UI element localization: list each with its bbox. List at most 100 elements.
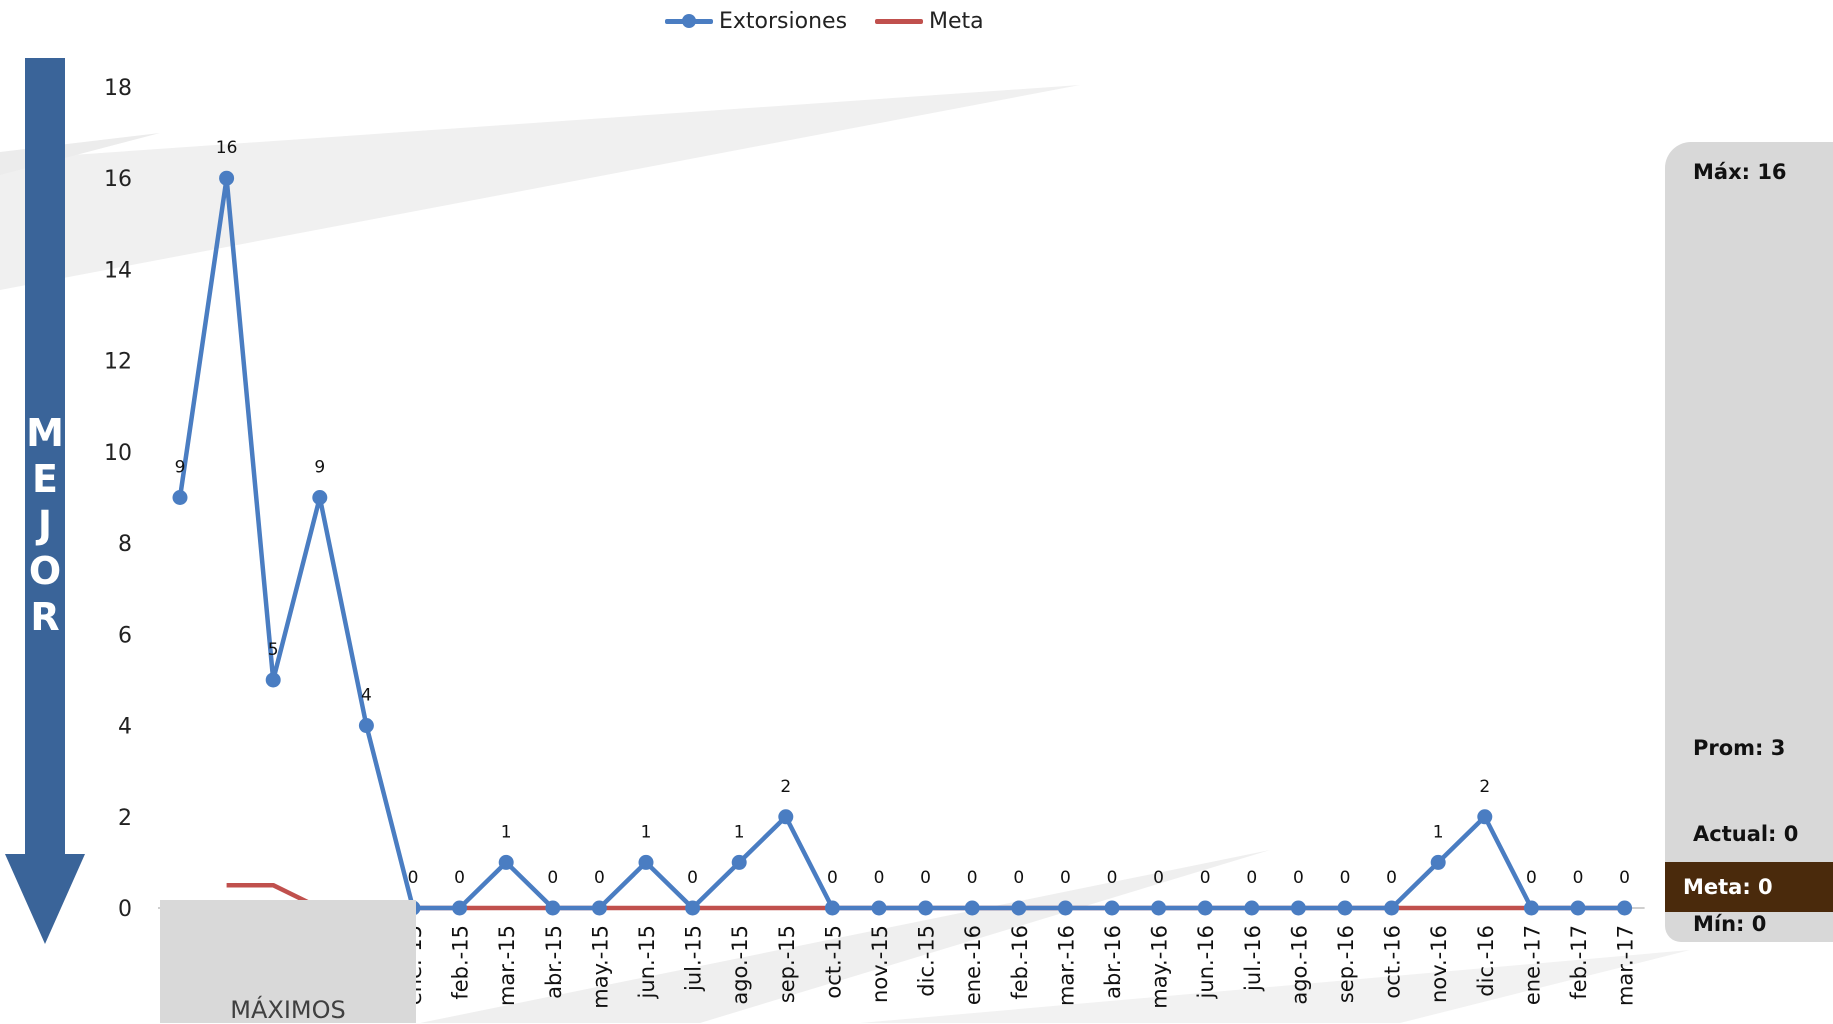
extorsiones-point: [685, 900, 701, 916]
mejor-letter: R: [30, 595, 60, 639]
data-label: 1: [501, 822, 512, 842]
y-tick-label: 8: [118, 532, 132, 557]
legend-item-meta: Meta: [875, 9, 984, 34]
x-tick-label: jun.-16: [1194, 925, 1218, 999]
extorsiones-point: [312, 490, 328, 505]
data-label: 0: [1153, 868, 1164, 888]
stat-actual: Actual: 0: [1693, 822, 1799, 846]
y-axis-ticks: 0 2 4 6 8 10 12 14 16 18: [104, 76, 132, 922]
extorsiones-point: [1523, 900, 1539, 916]
x-tick-label: may.-16: [1148, 925, 1172, 1009]
y-tick-label: 6: [118, 623, 132, 648]
data-label: 0: [1013, 868, 1024, 888]
background-swooshes: [0, 85, 1690, 1023]
mejor-label: M E J O R: [5, 410, 85, 640]
x-tick-label: sep.-15: [775, 925, 799, 1003]
stat-min: Mín: 0: [1693, 912, 1767, 936]
data-label: 0: [687, 868, 698, 888]
stat-meta: Meta: 0: [1683, 875, 1773, 899]
extorsiones-point: [1384, 900, 1400, 916]
extorsiones-point: [498, 854, 514, 870]
extorsiones-point: [1337, 900, 1353, 916]
extorsiones-point: [358, 718, 374, 734]
x-tick-label: jul.-15: [682, 925, 706, 992]
y-tick-label: 14: [104, 258, 132, 283]
stat-meta-band: Meta: 0: [1665, 862, 1833, 912]
x-tick-label: may.-15: [588, 925, 612, 1009]
legend: Extorsiones Meta: [665, 8, 984, 34]
data-label: 4: [361, 686, 372, 706]
mejor-letter: E: [32, 457, 58, 501]
x-tick-label: jul.-16: [1241, 925, 1265, 992]
y-tick-label: 18: [104, 76, 132, 101]
extorsiones-point: [1197, 900, 1213, 916]
data-label: 0: [454, 868, 465, 888]
extorsiones-point: [591, 900, 607, 916]
extorsiones-point: [964, 900, 980, 916]
extorsiones-point: [638, 854, 654, 870]
data-label: 1: [641, 822, 652, 842]
data-label: 0: [1060, 868, 1071, 888]
extorsiones-point: [918, 900, 934, 916]
x-tick-label: mar.-17: [1614, 925, 1638, 1006]
extorsiones-point: [1290, 900, 1306, 916]
data-label: 5: [268, 640, 279, 660]
data-label: 0: [594, 868, 605, 888]
x-tick-label: feb.-15: [449, 925, 473, 1000]
x-tick-label: sep.-16: [1334, 925, 1358, 1003]
extorsiones-point: [1430, 854, 1446, 870]
extorsiones-point: [545, 900, 561, 916]
legend-label-extorsiones: Extorsiones: [719, 8, 848, 34]
data-label: 0: [1246, 868, 1257, 888]
legend-swatch-meta: [875, 18, 924, 24]
extorsiones-line: [177, 175, 1625, 911]
maximos-label: MÁXIMOS: [230, 996, 346, 1024]
mejor-letter: M: [26, 411, 64, 455]
y-tick-label: 12: [104, 350, 132, 375]
stat-avg: Prom: 3: [1693, 736, 1786, 760]
extorsiones-point: [871, 900, 887, 916]
extorsiones-point: [778, 809, 794, 825]
stat-max: Máx: 16: [1693, 160, 1787, 184]
data-label: 16: [216, 138, 238, 158]
x-tick-label: oct.-15: [821, 925, 845, 999]
y-tick-label: 10: [104, 441, 132, 466]
extorsiones-point: [1244, 900, 1260, 916]
extorsiones-point: [1104, 900, 1120, 916]
x-tick-label: dic.-16: [1474, 925, 1498, 997]
extorsiones-point: [219, 170, 235, 186]
data-label: 0: [967, 868, 978, 888]
data-label: 0: [1340, 868, 1351, 888]
data-label: 0: [920, 868, 931, 888]
data-label: 0: [408, 868, 419, 888]
x-tick-label: abr.-16: [1101, 925, 1125, 999]
x-tick-label: ene.-17: [1520, 925, 1544, 1005]
extorsiones-point: [731, 854, 747, 870]
data-label: 0: [1107, 868, 1118, 888]
mejor-letter: J: [37, 503, 53, 547]
data-label: 1: [734, 822, 745, 842]
stats-panel: Máx: 16 Prom: 3 Actual: 0 Meta: 0 Mín: 0: [1665, 142, 1833, 942]
extorsiones-point: [172, 490, 188, 505]
data-label: 0: [1200, 868, 1211, 888]
legend-item-extorsiones: Extorsiones: [665, 9, 847, 34]
data-label: 0: [1619, 868, 1630, 888]
data-label: 0: [874, 868, 885, 888]
y-tick-label: 16: [104, 167, 132, 192]
mejor-letter: O: [28, 549, 62, 593]
extorsiones-point: [1617, 900, 1633, 916]
extorsiones-point: [452, 900, 468, 916]
legend-label-meta: Meta: [929, 8, 984, 34]
x-tick-label: ago.-15: [728, 925, 752, 1005]
x-tick-label: dic.-15: [915, 925, 939, 997]
x-tick-label: oct.-16: [1381, 925, 1405, 999]
x-tick-label: abr.-15: [542, 925, 566, 999]
extorsiones-point: [1057, 900, 1073, 916]
legend-swatch-extorsiones: [665, 13, 713, 28]
extorsiones-data-labels: 9 16 5 9 4 0 0 1 0 0 1 0 1 2 0 0 0 0 0 0 0 0 0 0 0 0 0 1 2 0 0 0: [175, 138, 1630, 888]
x-tick-label: mar.-15: [495, 925, 519, 1006]
extorsiones-point: [1477, 809, 1493, 825]
data-label: 2: [1479, 777, 1490, 797]
x-tick-label: ago.-16: [1287, 925, 1311, 1005]
